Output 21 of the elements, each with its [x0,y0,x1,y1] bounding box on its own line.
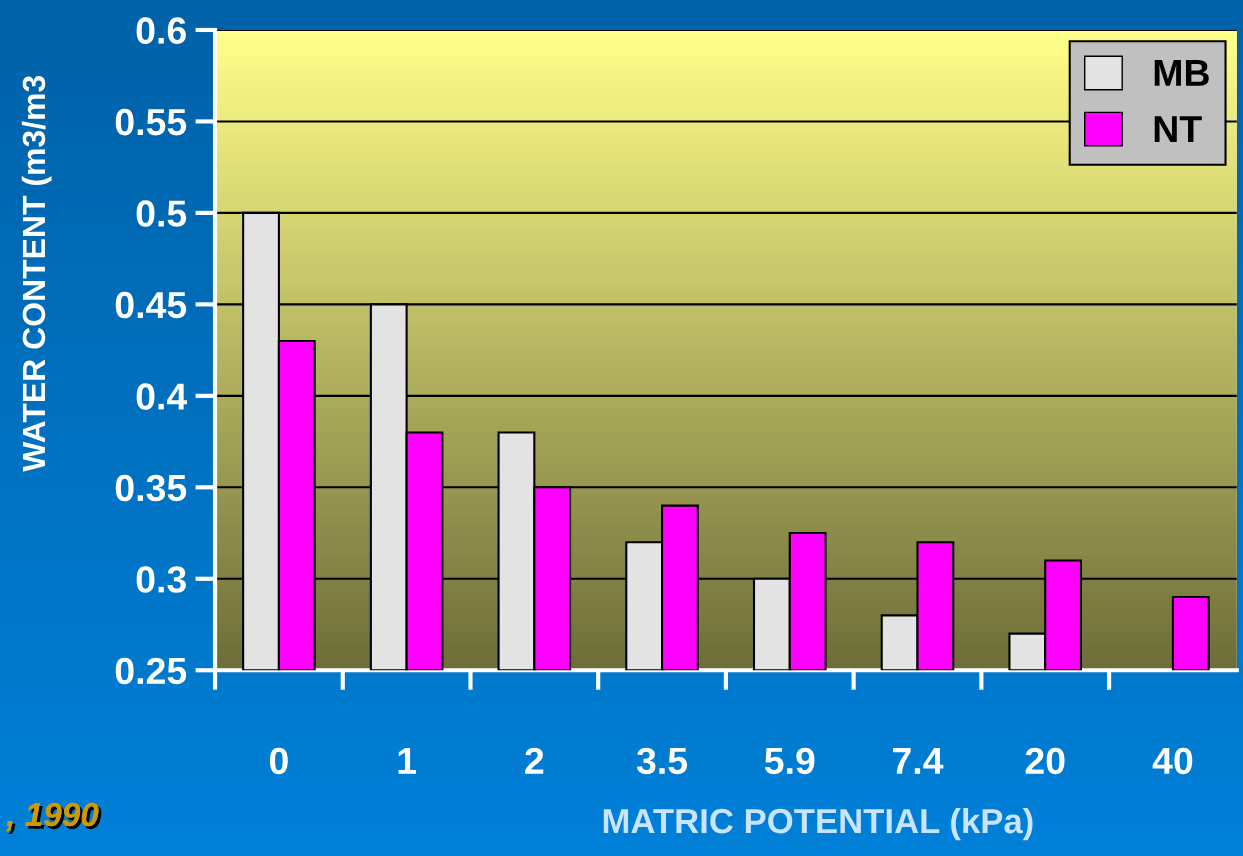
y-tick-label: 0.3 [136,566,186,593]
legend-label: NT [1154,116,1202,142]
y-tick-label: 0.5 [136,200,187,227]
y-tick-label: 0.6 [136,17,186,44]
y-tick-label: 0.35 [115,474,187,502]
legend-label: MB [1154,60,1209,86]
x-tick-label: 20 [1025,747,1065,775]
y-tick-label: 0.4 [136,383,188,410]
x-tick-label: 40 [1152,747,1193,775]
y-tick-label: 0.25 [115,657,187,685]
x-tick-label: 3.5 [636,747,688,775]
x-tick-label: 0 [269,747,288,775]
text: , 1990 [5,802,102,834]
y-tick-label: 0.55 [115,108,187,136]
y-tick-label: 0.45 [115,291,187,319]
x-tick-label: 7.4 [893,748,944,774]
x-axis-title: MATRIC POTENTIAL (kPa) [603,807,1033,841]
x-tick-label: 5.9 [764,747,815,775]
y-axis-title: WATER CONTENT (m3/m3 [21,75,52,472]
x-tick-label: 2 [525,747,544,774]
x-tick-label: 1 [398,748,416,774]
